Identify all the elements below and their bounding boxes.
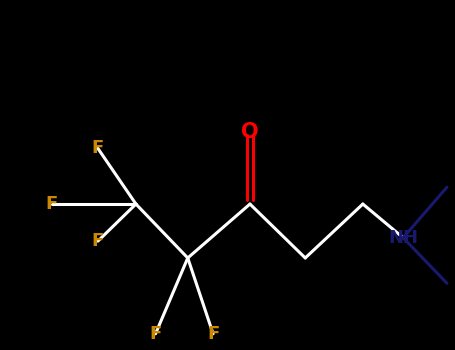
Text: F: F xyxy=(92,139,104,158)
Text: O: O xyxy=(241,121,259,141)
Text: F: F xyxy=(149,325,162,343)
Text: F: F xyxy=(207,325,219,343)
Text: NH: NH xyxy=(388,229,418,247)
Text: F: F xyxy=(92,232,104,250)
Text: F: F xyxy=(46,195,58,213)
